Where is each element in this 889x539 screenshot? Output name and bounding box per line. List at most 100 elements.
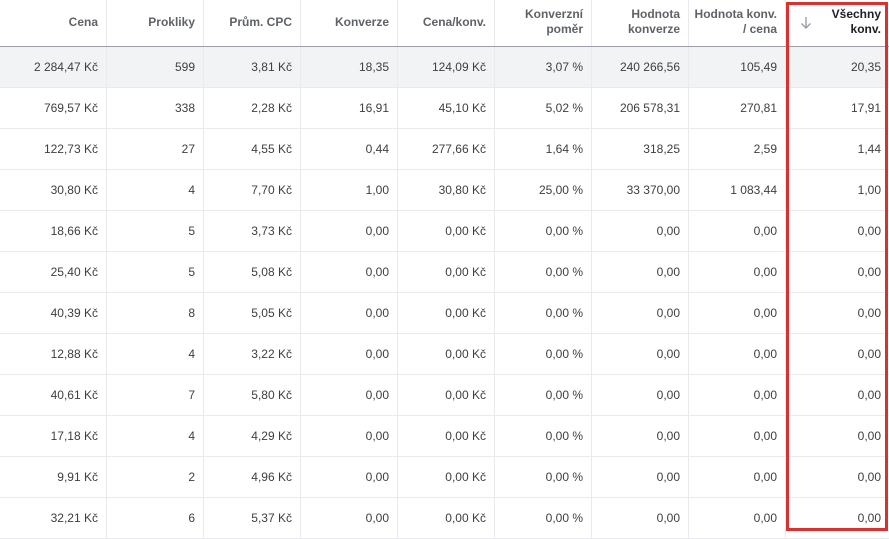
cell-vsechny-konv: 0,00 xyxy=(857,224,881,238)
cell-cena: 2 284,47 Kč xyxy=(0,47,107,87)
table-row[interactable]: 12,88 Kč 4 3,22 Kč 0,00 0,00 Kč 0,00 % 0,00 0,0… xyxy=(0,334,889,375)
cell-konverzni-pomer: 0,00 % xyxy=(495,252,592,292)
cell-prum-cpc: 7,70 Kč xyxy=(204,170,301,210)
cell-hodnota-konverze: 318,25 xyxy=(592,129,689,169)
cell-konverzni-pomer: 0,00 % xyxy=(495,334,592,374)
cell-cena-konv: 0,00 Kč xyxy=(398,457,495,497)
cell-vsechny-konv: 0,00 xyxy=(857,470,881,484)
cell-cena-konv: 45,10 Kč xyxy=(398,88,495,128)
cell-konverze: 0,00 xyxy=(301,416,398,456)
cell-cena-konv: 0,00 Kč xyxy=(398,375,495,415)
column-header-label: Cena xyxy=(68,15,98,29)
table-row[interactable]: 2 284,47 Kč 599 3,81 Kč 18,35 124,09 Kč 3,07 … xyxy=(0,47,889,88)
table-body: 2 284,47 Kč 599 3,81 Kč 18,35 124,09 Kč 3,07 … xyxy=(0,47,889,539)
cell-konverzni-pomer: 0,00 % xyxy=(495,375,592,415)
cell-prokliky: 7 xyxy=(107,375,204,415)
cell-hodnota-konverze: 0,00 xyxy=(592,211,689,251)
cell-cena: 12,88 Kč xyxy=(0,334,107,374)
cell-konverzni-pomer: 3,07 % xyxy=(495,47,592,87)
cell-prokliky: 6 xyxy=(107,498,204,538)
cell-cena: 25,40 Kč xyxy=(0,252,107,292)
cell-vsechny-konv: 1,00 xyxy=(857,183,881,197)
cell-prum-cpc: 4,96 Kč xyxy=(204,457,301,497)
cell-cena: 18,66 Kč xyxy=(0,211,107,251)
table-row[interactable]: 17,18 Kč 4 4,29 Kč 0,00 0,00 Kč 0,00 % 0,00 0,0… xyxy=(0,416,889,457)
cell-konverze: 1,00 xyxy=(301,170,398,210)
cell-cena-konv: 0,00 Kč xyxy=(398,416,495,456)
column-header-konverze[interactable]: Konverze xyxy=(301,0,398,46)
cell-prum-cpc: 3,73 Kč xyxy=(204,211,301,251)
cell-konverze: 0,00 xyxy=(301,498,398,538)
cell-vsechny-konv: 0,00 xyxy=(857,306,881,320)
cell-cena: 769,57 Kč xyxy=(0,88,107,128)
cell-prum-cpc: 4,55 Kč xyxy=(204,129,301,169)
table-row[interactable]: 40,61 Kč 7 5,80 Kč 0,00 0,00 Kč 0,00 % 0,00 0,0… xyxy=(0,375,889,416)
cell-hodnota-konv-cena: 0,00 xyxy=(689,211,786,251)
column-header-konverzni-pomer[interactable]: Konverzní poměr xyxy=(495,0,592,46)
column-header-label: Prům. CPC xyxy=(229,15,292,29)
cell-hodnota-konv-cena: 105,49 xyxy=(689,47,786,87)
cell-konverzni-pomer: 25,00 % xyxy=(495,170,592,210)
column-header-cena-konv[interactable]: Cena/konv. xyxy=(398,0,495,46)
cell-hodnota-konverze: 206 578,31 xyxy=(592,88,689,128)
table-row[interactable]: 9,91 Kč 2 4,96 Kč 0,00 0,00 Kč 0,00 % 0,00 0,00… xyxy=(0,457,889,498)
cell-prokliky: 4 xyxy=(107,334,204,374)
column-header-label: Prokliky xyxy=(148,15,195,29)
cell-cena-konv: 0,00 Kč xyxy=(398,211,495,251)
cell-prokliky: 8 xyxy=(107,293,204,333)
table-header: Cena Prokliky Prům. CPC Konverze Cena/ko… xyxy=(0,0,889,47)
cell-hodnota-konverze: 0,00 xyxy=(592,293,689,333)
cell-vsechny-konv: 1,44 xyxy=(857,142,881,156)
table-row[interactable]: 769,57 Kč 338 2,28 Kč 16,91 45,10 Kč 5,02 % 20… xyxy=(0,88,889,129)
cell-hodnota-konv-cena: 1 083,44 xyxy=(689,170,786,210)
column-header-prokliky[interactable]: Prokliky xyxy=(107,0,204,46)
cell-hodnota-konverze: 240 266,56 xyxy=(592,47,689,87)
table-row[interactable]: 25,40 Kč 5 5,08 Kč 0,00 0,00 Kč 0,00 % 0,00 0,0… xyxy=(0,252,889,293)
cell-hodnota-konverze: 33 370,00 xyxy=(592,170,689,210)
column-header-hodnota-konv-cena[interactable]: Hodnota konv. / cena xyxy=(689,0,786,46)
cell-vsechny-konv: 17,91 xyxy=(850,101,881,115)
cell-prokliky: 27 xyxy=(107,129,204,169)
cell-hodnota-konv-cena: 0,00 xyxy=(689,416,786,456)
cell-prokliky: 2 xyxy=(107,457,204,497)
arrow-down-icon[interactable] xyxy=(800,16,812,30)
cell-konverze: 0,00 xyxy=(301,375,398,415)
cell-hodnota-konverze: 0,00 xyxy=(592,457,689,497)
cell-prum-cpc: 5,37 Kč xyxy=(204,498,301,538)
column-header-vsechny-konv[interactable]: Všechny konv. xyxy=(786,0,889,46)
cell-konverzni-pomer: 0,00 % xyxy=(495,416,592,456)
cell-konverzni-pomer: 0,00 % xyxy=(495,293,592,333)
cell-hodnota-konv-cena: 270,81 xyxy=(689,88,786,128)
table-row[interactable]: 30,80 Kč 4 7,70 Kč 1,00 30,80 Kč 25,00 % 33 37… xyxy=(0,170,889,211)
table-row[interactable]: 40,39 Kč 8 5,05 Kč 0,00 0,00 Kč 0,00 % 0,00 0,0… xyxy=(0,293,889,334)
column-header-hodnota-konverze[interactable]: Hodnota konverze xyxy=(592,0,689,46)
table-row[interactable]: 122,73 Kč 27 4,55 Kč 0,44 277,66 Kč 1,64 % 318… xyxy=(0,129,889,170)
cell-cena: 122,73 Kč xyxy=(0,129,107,169)
table-row[interactable]: 18,66 Kč 5 3,73 Kč 0,00 0,00 Kč 0,00 % 0,00 0,0… xyxy=(0,211,889,252)
cell-cena-konv: 0,00 Kč xyxy=(398,334,495,374)
cell-cena: 9,91 Kč xyxy=(0,457,107,497)
cell-cena-konv: 30,80 Kč xyxy=(398,170,495,210)
cell-konverzni-pomer: 1,64 % xyxy=(495,129,592,169)
column-header-prum-cpc[interactable]: Prům. CPC xyxy=(204,0,301,46)
cell-konverzni-pomer: 0,00 % xyxy=(495,457,592,497)
cell-hodnota-konv-cena: 0,00 xyxy=(689,375,786,415)
cell-konverze: 16,91 xyxy=(301,88,398,128)
cell-cena-konv: 277,66 Kč xyxy=(398,129,495,169)
cell-prokliky: 5 xyxy=(107,211,204,251)
cell-vsechny-konv: 20,35 xyxy=(850,60,881,74)
cell-cena-konv: 124,09 Kč xyxy=(398,47,495,87)
cell-konverze: 0,44 xyxy=(301,129,398,169)
column-header-label: Hodnota konverze xyxy=(627,7,680,36)
cell-hodnota-konv-cena: 0,00 xyxy=(689,293,786,333)
cell-hodnota-konverze: 0,00 xyxy=(592,252,689,292)
cell-cena: 40,39 Kč xyxy=(0,293,107,333)
column-header-label: Konverzní poměr xyxy=(524,7,583,36)
cell-prum-cpc: 4,29 Kč xyxy=(204,416,301,456)
cell-vsechny-konv: 0,00 xyxy=(857,429,881,443)
cell-prokliky: 338 xyxy=(107,88,204,128)
cell-prum-cpc: 2,28 Kč xyxy=(204,88,301,128)
cell-hodnota-konv-cena: 0,00 xyxy=(689,334,786,374)
cell-vsechny-konv: 0,00 xyxy=(857,265,881,279)
column-header-cena[interactable]: Cena xyxy=(0,0,107,46)
